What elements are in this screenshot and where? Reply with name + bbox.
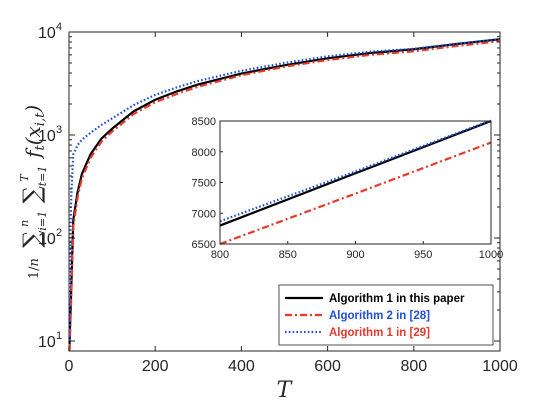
- legend-label-2: Algorithm 1 in [29]: [329, 327, 430, 339]
- y-tick-label: 10: [38, 25, 56, 42]
- inset-series-group: [219, 119, 492, 246]
- legend-box: [278, 284, 494, 346]
- main-series-group: [68, 38, 501, 352]
- legend: Algorithm 1 in this paper Algorithm 2 in …: [278, 284, 494, 346]
- inset-y-tick-label: 8000: [192, 147, 216, 159]
- y-tick-label: 10: [38, 128, 56, 145]
- inset-x-tick-label: 950: [414, 249, 432, 261]
- x-tick-label: 600: [314, 358, 341, 375]
- x-tick-label: 0: [65, 358, 74, 375]
- x-tick-label: 1000: [482, 358, 518, 375]
- svg-text:1/n ∑i=1n ∑t=1T: 1/n ∑i=1n ∑t=1T ft(xi,t): [9, 105, 49, 279]
- inset-y-tick-label: 6500: [192, 239, 216, 251]
- main-series-line-2: [68, 38, 501, 342]
- main-plot-frame: [68, 31, 501, 352]
- legend-label-0: Algorithm 1 in this paper: [329, 293, 465, 305]
- inset-series-line-2: [219, 119, 492, 223]
- x-tick-label: 200: [142, 358, 169, 375]
- x-tick-label: 400: [228, 358, 255, 375]
- inset-x-tick-label: 800: [211, 249, 229, 261]
- y-tick-exponent: 1: [56, 330, 62, 342]
- legend-label-1: Algorithm 2 in [28]: [329, 310, 430, 322]
- y-tick-exponent: 4: [56, 21, 62, 33]
- inset-y-tick-label: 7000: [192, 208, 216, 220]
- inset-x-tick-label: 900: [346, 249, 364, 261]
- x-axis-label: T: [277, 378, 294, 403]
- inset-x-tick-label: 850: [279, 249, 297, 261]
- y-axis-label: 1/n ∑i=1n ∑t=1T ft(xi,t): [9, 105, 49, 279]
- x-tick-label: 800: [400, 358, 427, 375]
- inset-ticks: 800 850 900 950 1000 6500 7000 7500 8000 8500: [192, 116, 504, 261]
- main-series-line-1: [68, 40, 501, 352]
- inset-y-tick-label: 7500: [192, 178, 216, 190]
- inset-background: [220, 121, 491, 244]
- y-tick-exponent: 2: [56, 227, 62, 239]
- y-tick-label: 10: [38, 231, 56, 248]
- inset-series-line-1: [219, 141, 492, 246]
- y-tick-exponent: 3: [56, 124, 62, 136]
- inset-y-tick-label: 8500: [192, 116, 216, 128]
- y-tick-label: 10: [38, 334, 56, 351]
- inset-x-tick-label: 1000: [479, 249, 503, 261]
